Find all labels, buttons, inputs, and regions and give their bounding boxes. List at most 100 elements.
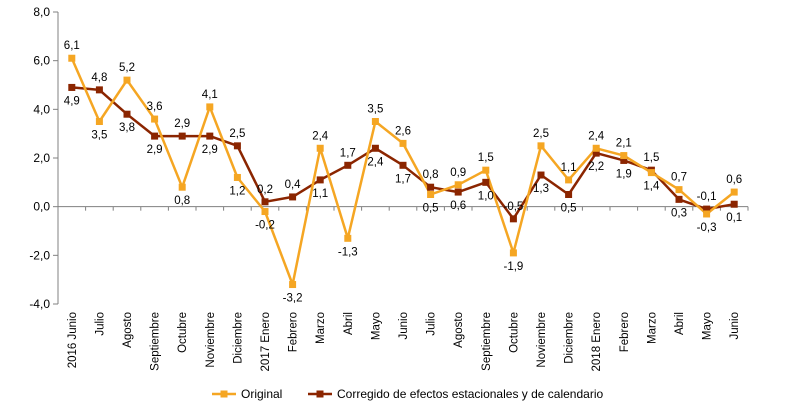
data-label: 1,7	[340, 147, 356, 159]
data-point-marker	[344, 161, 352, 169]
data-point-marker	[233, 173, 241, 181]
data-label: 2,1	[616, 138, 632, 150]
x-tick-label: Marzo	[315, 312, 327, 344]
data-label: 1,7	[395, 173, 411, 185]
chart-legend: Original Corregido de efectos estacionale…	[212, 387, 603, 401]
data-label: 2,6	[395, 125, 411, 137]
data-point-marker	[703, 205, 711, 213]
data-label: 1,1	[561, 162, 577, 174]
x-tick-label: Marzo	[646, 312, 658, 344]
data-point-marker	[261, 208, 269, 216]
data-label: 0,8	[423, 169, 439, 181]
x-tick-label: Agosto	[453, 312, 465, 348]
data-label: 1,2	[229, 185, 245, 197]
data-point-marker	[289, 193, 297, 201]
data-label: -0,3	[697, 222, 717, 234]
data-point-marker	[68, 83, 76, 91]
data-label: -0,5	[503, 201, 523, 213]
x-tick-label: Octubre	[177, 312, 189, 353]
data-point-marker	[703, 210, 711, 218]
x-tick-label: Mayo	[370, 312, 382, 340]
y-tick-label: 8,0	[33, 5, 50, 19]
chart-axes: -4,0 -2,0 0,0 2,0 4,0 6,0 8,0 2016 Junio Julio Ag…	[29, 5, 749, 371]
data-point-marker	[620, 156, 628, 164]
data-point-marker	[537, 142, 545, 150]
data-point-marker	[371, 144, 379, 152]
data-point-marker	[509, 249, 517, 257]
series-lines	[70, 57, 735, 286]
data-point-marker	[647, 169, 655, 177]
data-label: 0,7	[671, 172, 687, 184]
x-tick-label: Noviembre	[536, 312, 548, 368]
x-tick-label: Julio	[426, 312, 438, 336]
data-point-marker	[123, 110, 131, 118]
data-point-marker	[592, 144, 600, 152]
x-tick-label: Octubre	[508, 312, 520, 353]
data-point-marker	[178, 132, 186, 140]
data-label: 4,1	[202, 89, 218, 101]
data-label: 0,5	[561, 203, 577, 215]
x-tick-label: 2018 Enero	[591, 312, 603, 371]
data-point-marker	[565, 176, 573, 184]
x-tick-label: Septiembre	[150, 312, 162, 371]
legend-marker-swatch	[316, 390, 324, 398]
data-point-marker	[730, 200, 738, 208]
y-tick-label: -2,0	[29, 248, 50, 262]
data-point-marker	[206, 132, 214, 140]
data-point-marker	[399, 161, 407, 169]
x-tick-label: Abril	[343, 312, 355, 335]
x-tick-label: 2016 Junio	[67, 312, 79, 368]
data-point-marker	[565, 191, 573, 198]
data-point-marker	[482, 166, 490, 174]
data-label: -3,2	[283, 293, 303, 305]
data-label: 0,9	[450, 167, 466, 179]
data-label: 2,9	[147, 144, 163, 156]
data-point-marker	[730, 188, 738, 196]
data-label: 4,8	[91, 72, 107, 84]
y-tick-label: 6,0	[33, 54, 50, 68]
x-tick-label: Diciembre	[232, 312, 244, 364]
data-label: -0,2	[255, 220, 275, 232]
data-point-marker	[316, 176, 324, 184]
x-tick-label: Diciembre	[564, 312, 576, 364]
data-point-marker	[427, 183, 435, 191]
legend-label: Original	[241, 387, 282, 401]
y-tick-label: -4,0	[29, 297, 50, 311]
data-label: 6,1	[64, 40, 80, 52]
data-point-marker	[95, 118, 103, 125]
series-line	[70, 57, 735, 286]
data-label: 5,2	[119, 62, 135, 74]
data-point-marker	[95, 86, 103, 94]
data-point-marker	[178, 183, 186, 191]
x-tick-label: 2017 Enero	[260, 312, 272, 371]
data-point-marker	[261, 198, 269, 206]
data-point-marker	[151, 132, 159, 140]
data-label: 1,4	[643, 181, 660, 193]
data-label: 0,5	[423, 203, 439, 215]
data-label: -1,9	[503, 261, 523, 273]
data-label: 2,2	[588, 161, 604, 173]
y-tick-label: 4,0	[33, 102, 50, 116]
x-tick-label: Febrero	[288, 312, 300, 352]
x-tick-label: Junio	[729, 312, 741, 340]
data-point-marker	[289, 281, 297, 289]
data-point-marker	[427, 191, 435, 198]
data-labels: 6,1 3,5 5,2 3,6 0,8 4,1 1,2 -0,2 -3,2 2,4 -1,3 3,5 2…	[64, 40, 742, 304]
data-label: 1,3	[533, 183, 549, 195]
y-tick-label: 0,0	[33, 200, 50, 214]
data-label: -1,3	[338, 246, 358, 258]
x-tick-label: Agosto	[122, 312, 134, 348]
data-label: 0,6	[450, 200, 466, 212]
data-label: 2,9	[174, 118, 190, 130]
data-label: 0,8	[174, 195, 190, 207]
data-label: 3,8	[119, 122, 135, 134]
data-label: 2,5	[533, 128, 549, 140]
data-point-marker	[399, 139, 407, 147]
data-label: 4,9	[64, 95, 80, 107]
data-label: 2,4	[367, 156, 384, 168]
data-label: -0,1	[697, 191, 717, 203]
data-point-marker	[371, 118, 379, 125]
data-point-marker	[454, 188, 462, 196]
data-point-marker	[123, 76, 131, 84]
